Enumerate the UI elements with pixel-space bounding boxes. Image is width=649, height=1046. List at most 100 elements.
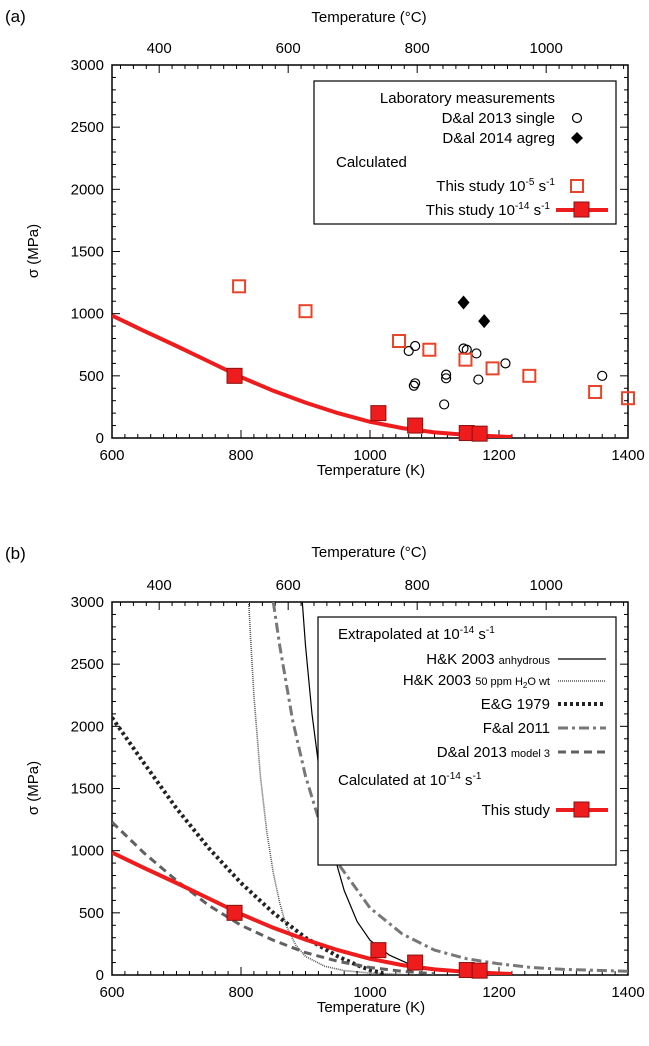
panel-b-label: (b) [5,544,26,563]
y-tick-label: 1000 [71,306,104,323]
panel-b: (b) Temperature (°C) 0 500 1000 1500 200… [5,544,645,1016]
y-tick-label: 1500 [71,244,104,261]
panel-a-data [112,279,635,442]
data-point-filled-square [226,904,243,921]
legend-entry-label: H&K 2003 50 ppm H2O wt [403,672,550,690]
series-line [247,602,403,975]
data-point-square [298,304,313,319]
x-tick-label: 1400 [611,984,644,1001]
series-line [271,602,628,973]
panel-a-label: (a) [5,7,26,26]
y-tick-label: 3000 [71,594,104,611]
data-point-square [522,368,537,383]
panel-a-top-tick-labels: 400 600 800 1000 [147,40,563,57]
legend-open-circle-marker [571,112,583,124]
y-tick-label: 1500 [71,781,104,798]
series-line [112,821,435,975]
x-tick-label: 600 [99,984,124,1001]
data-point-filled-square [471,962,488,979]
legend-entry-label: This study 10-5 s-1 [436,177,555,195]
x-tick-label: 600 [99,447,124,464]
data-point-filled-square [471,425,488,442]
panel-b-top-axis-title: Temperature (°C) [311,544,426,561]
y-tick-label: 2500 [71,656,104,673]
data-point-filled-square [226,367,243,384]
x-tick-label: 800 [228,984,253,1001]
legend-entry-label: D&al 2013 model 3 [437,744,550,761]
y-tick-label: 2000 [71,718,104,735]
y-tick-label: 500 [79,368,104,385]
data-point-circle [403,345,414,357]
panel-a-x-tick-labels: 600 800 1000 1200 1400 [99,447,644,464]
panel-a-ticks [111,64,629,439]
legend-entry-label: F&al 2011 [483,720,550,737]
series-line [112,716,384,975]
data-point-filled-square [407,954,424,971]
panel-a-legend: Laboratory measurements D&al 2013 single… [313,80,617,225]
y-tick-label: 0 [96,430,104,447]
x-tick-label: 1200 [482,447,515,464]
top-tick-label: 400 [147,40,172,57]
y-tick-label: 0 [96,967,104,984]
top-tick-label: 600 [276,40,301,57]
data-point-circle [500,358,511,369]
panel-b-y-tick-labels: 0 500 1000 1500 2000 2500 3000 [71,594,104,984]
data-point-filled-square [407,417,424,434]
panel-a-y-axis-title: σ (MPa) [25,224,42,278]
panel-a: (a) Temperature (°C) 0 500 1000 1500 200… [5,7,645,479]
y-tick-label: 500 [79,905,104,922]
legend-entry-label: This study 10-14 s-1 [426,201,551,219]
legend-entry-label: This study [482,802,551,819]
y-tick-label: 2500 [71,119,104,136]
data-point-square [485,361,500,376]
data-point-diamond [478,314,491,329]
data-point-circle [408,380,419,391]
legend-open-square-marker [570,179,584,193]
data-point-circle [597,370,608,381]
top-tick-label: 1000 [529,40,562,57]
legend-entry-label: D&al 2014 agreg [442,130,555,147]
legend-box [313,80,617,225]
x-tick-label: 1200 [482,984,515,1001]
panel-a-y-tick-labels: 0 500 1000 1500 2000 2500 3000 [71,57,104,447]
top-tick-label: 400 [147,577,172,594]
legend-diamond-marker [571,132,583,144]
top-tick-label: 800 [405,577,430,594]
y-tick-label: 3000 [71,57,104,74]
legend-filled-square-marker [573,201,590,218]
legend-entry-label: H&K 2003 anhydrous [426,651,550,668]
data-point-square [588,384,603,399]
panel-b-x-tick-labels: 600 800 1000 1200 1400 [99,984,644,1001]
top-tick-label: 600 [276,577,301,594]
legend-group-label: Calculated at 10-14 s-1 [338,771,482,789]
legend-group-label: Calculated [336,154,407,171]
y-tick-label: 1000 [71,843,104,860]
panel-b-x-axis-title: Temperature (K) [317,999,425,1016]
data-point-circle [439,399,450,410]
panel-b-y-axis-title: σ (MPa) [25,761,42,815]
x-tick-label: 1000 [353,447,386,464]
legend-entry-label: D&al 2013 single [442,110,555,127]
top-tick-label: 800 [405,40,430,57]
data-point-square [422,342,437,357]
panel-b-data [112,602,628,979]
series-line-this-study [112,313,512,438]
legend-group-label: Extrapolated at 10-14 s-1 [338,625,495,643]
x-tick-label: 1000 [353,984,386,1001]
data-point-square [621,391,635,406]
data-point-circle [441,369,452,380]
legend-filled-square-marker [573,801,590,818]
legend-group-label: Laboratory measurements [380,90,555,107]
data-point-square [458,352,473,367]
panel-b-legend: Extrapolated at 10-14 s-1 H&K 2003 anhydr… [317,616,617,866]
data-point-square [232,279,247,294]
data-point-circle [473,374,484,385]
panel-b-top-tick-labels: 400 600 800 1000 [147,577,563,594]
x-tick-label: 1400 [611,447,644,464]
legend-entry-label: E&G 1979 [481,696,550,713]
data-point-circle [441,373,452,384]
data-point-filled-square [370,942,387,959]
data-point-diamond [457,295,470,310]
x-tick-label: 800 [228,447,253,464]
